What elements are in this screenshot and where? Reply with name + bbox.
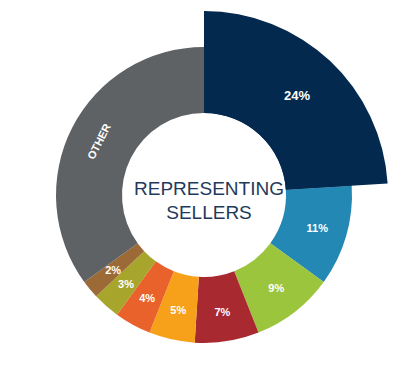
svg-text:9%: 9%: [268, 282, 284, 294]
svg-text:4%: 4%: [139, 292, 155, 304]
svg-text:SELLERS: SELLERS: [166, 202, 252, 223]
svg-text:24%: 24%: [284, 88, 310, 103]
svg-text:REPRESENTING: REPRESENTING: [134, 178, 284, 199]
svg-text:2%: 2%: [105, 264, 121, 276]
svg-text:3%: 3%: [118, 278, 134, 290]
svg-text:5%: 5%: [170, 304, 186, 316]
svg-text:OTHER: OTHER: [85, 122, 113, 162]
svg-text:11%: 11%: [307, 222, 329, 234]
svg-text:7%: 7%: [215, 306, 231, 318]
